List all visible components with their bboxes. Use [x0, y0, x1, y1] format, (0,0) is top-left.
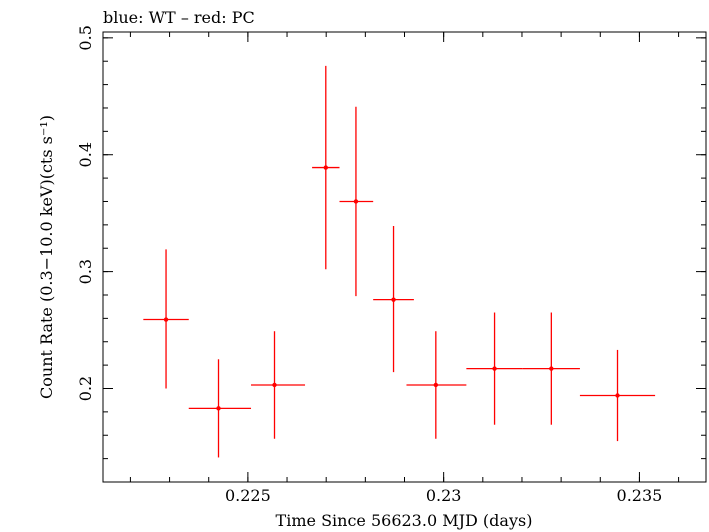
data-point [312, 65, 340, 270]
data-point [373, 226, 414, 373]
x-axis-label: Time Since 56623.0 MJD (days) [276, 511, 533, 530]
x-tick-label: 0.235 [617, 486, 663, 505]
y-tick-label: 0.4 [76, 142, 95, 167]
data-point [406, 331, 467, 439]
point-marker [492, 366, 497, 371]
data-point [579, 349, 656, 442]
point-marker [216, 406, 221, 411]
data-marks [143, 65, 656, 458]
point-marker [615, 393, 620, 398]
y-axis-label: Count Rate (0.3−10.0 keV)(cts s⁻¹) [37, 115, 56, 399]
point-marker [323, 165, 328, 170]
point-marker [163, 317, 169, 322]
chart-title: blue: WT – red: PC [103, 8, 255, 27]
point-marker [433, 382, 439, 388]
x-tick-label: 0.23 [426, 486, 462, 505]
major-ticks [103, 32, 706, 482]
data-point [522, 312, 580, 425]
y-tick-label: 0.2 [76, 376, 95, 401]
minor-ticks [103, 32, 706, 483]
point-marker [391, 297, 396, 302]
data-point [251, 331, 306, 439]
plot-frame [102, 31, 707, 483]
point-marker [549, 366, 554, 371]
data-point [188, 359, 252, 458]
y-tick-label: 0.5 [76, 25, 95, 50]
point-marker [272, 382, 277, 388]
tick-labels: 0.225 0.23 0.235 0.2 0.3 0.4 0.5 [76, 25, 662, 505]
x-tick-label: 0.225 [225, 486, 271, 505]
data-point [339, 106, 374, 297]
y-tick-label: 0.3 [76, 259, 95, 284]
data-point [466, 312, 523, 425]
point-marker [353, 199, 359, 204]
data-point [143, 249, 189, 389]
